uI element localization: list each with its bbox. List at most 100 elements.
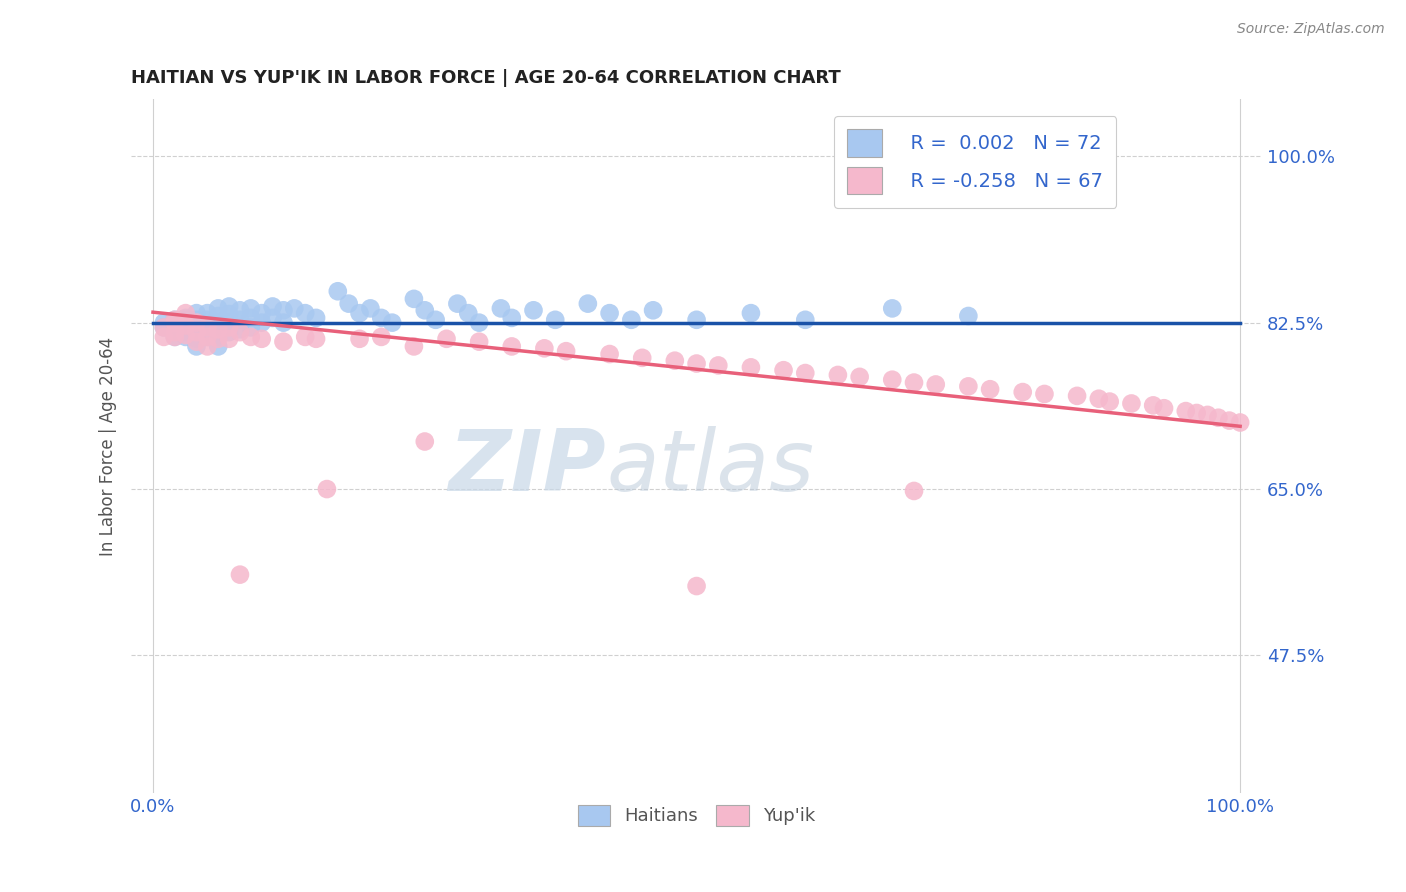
Point: [903, 376, 925, 390]
Point: [153, 330, 176, 344]
Point: [186, 325, 208, 339]
Point: [664, 353, 686, 368]
Point: [262, 310, 284, 325]
Point: [903, 483, 925, 498]
Point: [359, 301, 381, 316]
Point: [848, 369, 870, 384]
Point: [794, 366, 817, 380]
Point: [239, 320, 262, 334]
Point: [370, 330, 392, 344]
Point: [283, 301, 305, 316]
Point: [1098, 394, 1121, 409]
Point: [349, 306, 371, 320]
Text: atlas: atlas: [606, 425, 814, 508]
Point: [174, 328, 197, 343]
Point: [174, 313, 197, 327]
Point: [163, 313, 186, 327]
Point: [1011, 385, 1033, 400]
Point: [186, 339, 208, 353]
Point: [436, 332, 458, 346]
Point: [326, 285, 349, 299]
Point: [195, 330, 218, 344]
Point: [273, 334, 295, 349]
Point: [229, 303, 252, 318]
Point: [1142, 398, 1164, 412]
Point: [294, 330, 316, 344]
Point: [402, 339, 425, 353]
Point: [163, 325, 186, 339]
Point: [229, 567, 252, 582]
Point: [316, 482, 339, 496]
Point: [468, 316, 491, 330]
Text: ZIP: ZIP: [449, 425, 606, 508]
Point: [195, 313, 218, 327]
Point: [163, 330, 186, 344]
Point: [186, 313, 208, 327]
Point: [174, 325, 197, 339]
Point: [153, 320, 176, 334]
Point: [239, 310, 262, 325]
Point: [186, 320, 208, 334]
Point: [501, 310, 523, 325]
Point: [1208, 410, 1230, 425]
Point: [186, 325, 208, 339]
Point: [207, 322, 229, 336]
Point: [349, 332, 371, 346]
Point: [195, 320, 218, 334]
Point: [979, 382, 1001, 396]
Point: [229, 322, 252, 336]
Point: [1153, 401, 1175, 416]
Point: [631, 351, 654, 365]
Point: [468, 334, 491, 349]
Point: [305, 310, 328, 325]
Point: [740, 360, 762, 375]
Point: [957, 309, 980, 323]
Point: [174, 320, 197, 334]
Point: [218, 307, 240, 321]
Point: [381, 316, 404, 330]
Point: [425, 313, 447, 327]
Point: [599, 306, 621, 320]
Point: [294, 306, 316, 320]
Point: [685, 579, 707, 593]
Point: [489, 301, 512, 316]
Point: [207, 330, 229, 344]
Point: [925, 377, 948, 392]
Point: [544, 313, 567, 327]
Point: [250, 332, 273, 346]
Point: [262, 300, 284, 314]
Point: [1218, 414, 1240, 428]
Point: [827, 368, 849, 382]
Point: [1185, 406, 1208, 420]
Point: [207, 332, 229, 346]
Point: [707, 359, 730, 373]
Point: [239, 301, 262, 316]
Point: [186, 332, 208, 346]
Point: [218, 320, 240, 334]
Point: [195, 320, 218, 334]
Point: [153, 316, 176, 330]
Point: [207, 301, 229, 316]
Point: [643, 303, 665, 318]
Point: [186, 334, 208, 349]
Point: [446, 296, 468, 310]
Point: [533, 341, 555, 355]
Point: [957, 379, 980, 393]
Point: [685, 357, 707, 371]
Point: [218, 316, 240, 330]
Point: [218, 300, 240, 314]
Point: [413, 303, 436, 318]
Legend: Haitians, Yup'ik: Haitians, Yup'ik: [571, 797, 823, 833]
Point: [882, 373, 904, 387]
Point: [207, 309, 229, 323]
Point: [555, 344, 578, 359]
Point: [685, 313, 707, 327]
Point: [195, 330, 218, 344]
Point: [153, 320, 176, 334]
Point: [207, 339, 229, 353]
Point: [174, 316, 197, 330]
Y-axis label: In Labor Force | Age 20-64: In Labor Force | Age 20-64: [100, 336, 117, 556]
Text: HAITIAN VS YUP'IK IN LABOR FORCE | AGE 20-64 CORRELATION CHART: HAITIAN VS YUP'IK IN LABOR FORCE | AGE 2…: [131, 69, 841, 87]
Point: [218, 332, 240, 346]
Point: [457, 306, 479, 320]
